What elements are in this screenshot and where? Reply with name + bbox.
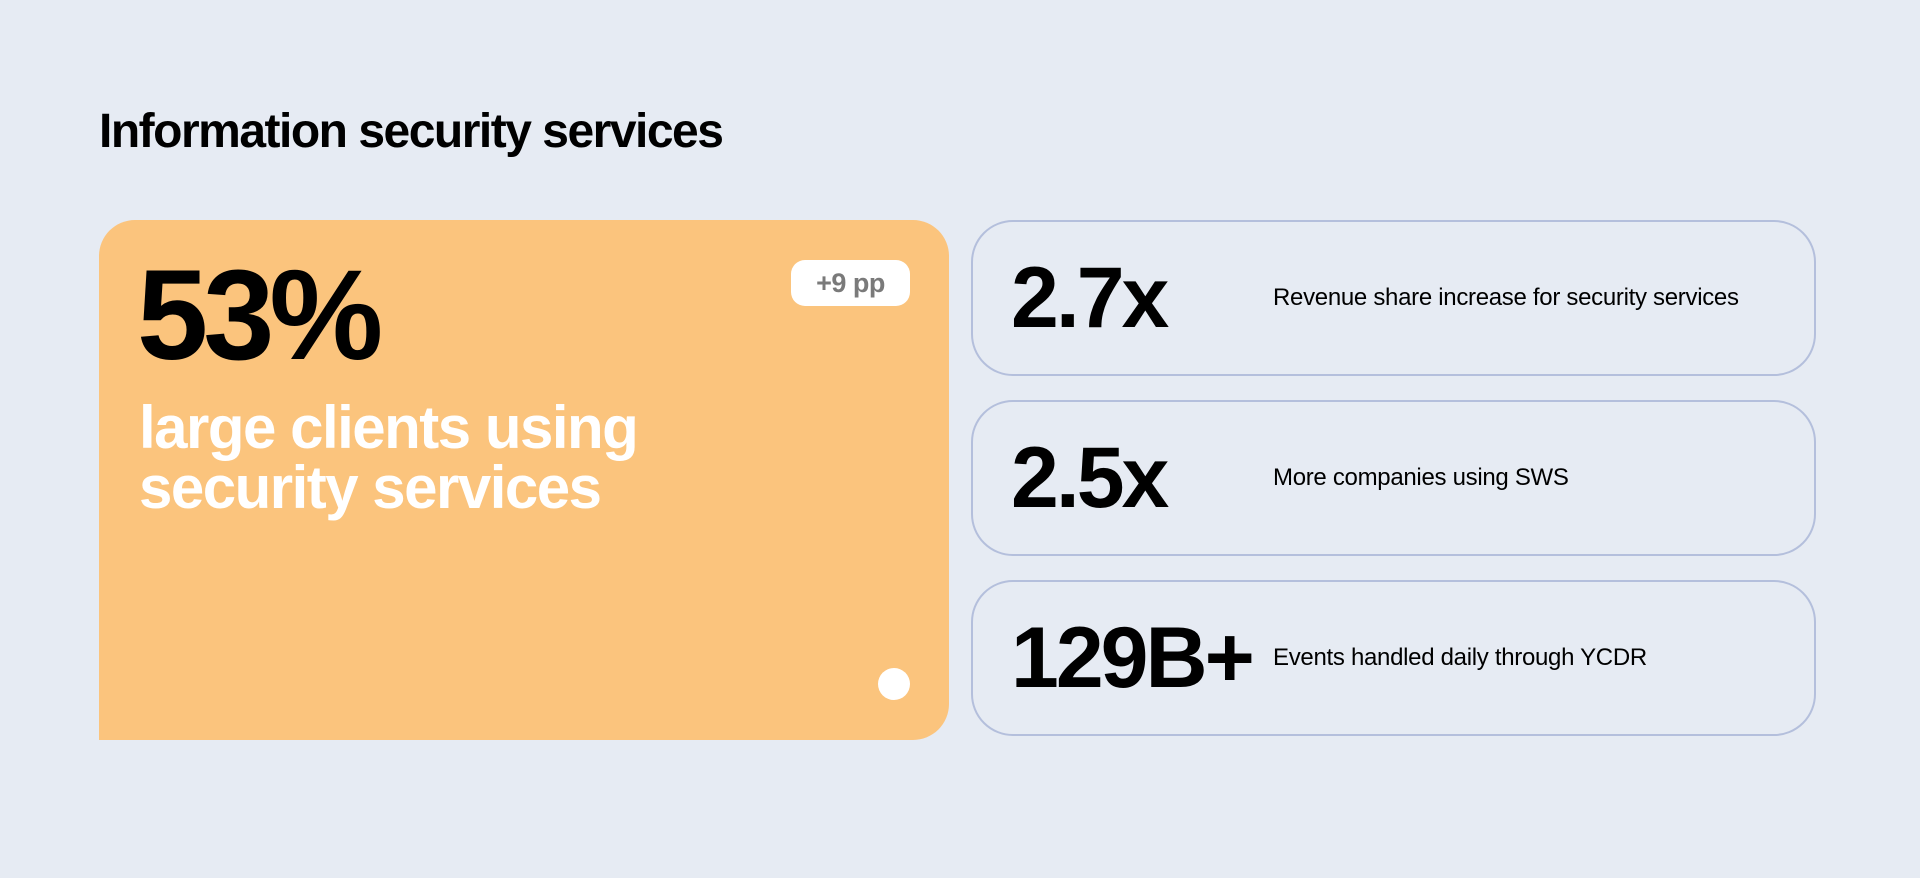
highlight-value: 53%: [137, 244, 383, 387]
stat-label: Events handled daily through YCDR: [1273, 644, 1647, 671]
stat-label: More companies using SWS: [1273, 464, 1569, 491]
dot: [878, 668, 910, 700]
stat-value: 129B+: [1011, 609, 1255, 706]
badge: +9 pp: [791, 260, 910, 306]
stat-value: 2.7x: [1011, 249, 1169, 346]
stat-value: 2.5x: [1011, 429, 1169, 526]
highlight-description: large clients using security services: [139, 394, 639, 521]
stat-card: 2.7x Revenue share increase for security …: [971, 220, 1816, 376]
highlight-card: 53% large clients using security service…: [99, 220, 949, 740]
title: Information security services: [99, 105, 724, 158]
stat-card: 129B+ Events handled daily through YCDR: [971, 580, 1816, 736]
stat-label: Revenue share increase for security serv…: [1273, 284, 1739, 311]
stat-card: 2.5x More companies using SWS: [971, 400, 1816, 556]
